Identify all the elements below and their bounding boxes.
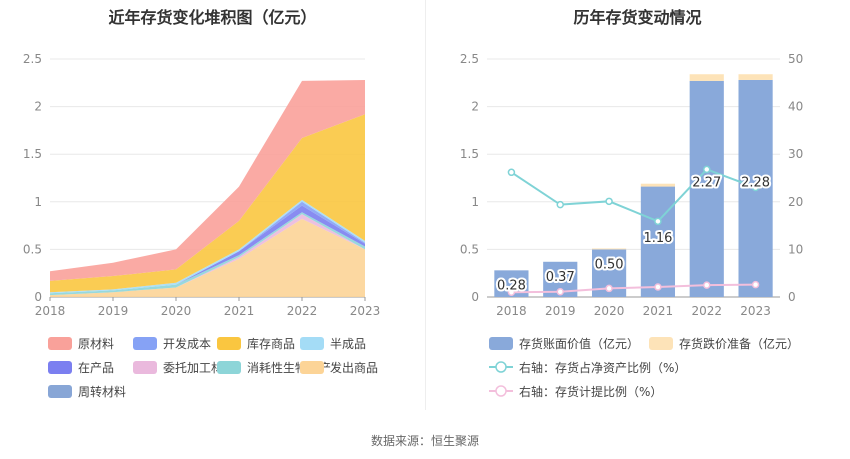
left-legend-swatch-委托加工材料[interactable] — [133, 361, 157, 374]
left-legend-label[interactable]: 发出商品 — [330, 360, 378, 375]
left-y-tick-label: 1.5 — [23, 147, 42, 161]
inventory-to-net-assets-point — [556, 200, 564, 209]
impairment-ratio-point — [507, 288, 516, 296]
right-chart-title: 历年存货变动情况 — [573, 8, 702, 27]
right-y-tick-label: 2.5 — [460, 52, 479, 66]
left-legend-swatch-原材料[interactable] — [48, 337, 72, 350]
left-legend-label[interactable]: 库存商品 — [247, 336, 295, 351]
right-x-tick-label: 2018 — [496, 304, 527, 318]
right-y-tick-label: 1.5 — [460, 147, 479, 161]
right-legend-label[interactable]: 存货账面价值（亿元） — [519, 336, 639, 351]
bar-label-halo: 0.37 — [546, 270, 575, 285]
right-legend-marker-impair[interactable] — [495, 385, 507, 397]
bar-impairment-reserve — [738, 74, 773, 80]
data-source-note: 数据来源：恒生聚源 — [370, 434, 479, 448]
left-legend-swatch-开发成本[interactable] — [133, 337, 157, 350]
left-y-tick-label: 0 — [34, 290, 42, 304]
bar-label-halo: 1.16 — [643, 231, 672, 246]
right-x-tick-label: 2023 — [740, 304, 771, 318]
impairment-ratio-point — [556, 288, 564, 296]
right-y2-tick-label: 0 — [788, 290, 796, 304]
left-x-tick-label: 2021 — [224, 304, 255, 318]
right-y-tick-label: 0 — [471, 290, 479, 304]
impairment-ratio-line — [511, 283, 756, 294]
bar-impairment-reserve — [640, 183, 676, 187]
left-legend-label[interactable]: 原材料 — [78, 337, 114, 351]
area-series-发出商品 — [50, 218, 365, 297]
left-x-tick-label: 2023 — [350, 304, 381, 318]
right-y2-tick-label: 40 — [788, 100, 803, 114]
left-y-tick-label: 2 — [34, 100, 42, 114]
bar-label-halo: 2.27 — [692, 176, 721, 191]
left-y-tick-label: 0.5 — [23, 242, 42, 256]
right-y2-tick-label: 50 — [788, 52, 803, 66]
bar-data-label: 0.37 — [546, 270, 575, 285]
right-x-tick-label: 2020 — [594, 304, 625, 318]
bar-impairment-reserve — [689, 74, 724, 81]
right-x-tick-label: 2019 — [545, 304, 576, 318]
left-legend-label[interactable]: 周转材料 — [78, 384, 126, 399]
right-y-tick-label: 1 — [471, 195, 479, 209]
right-legend-label[interactable]: 右轴：存货计提比例（%） — [519, 384, 662, 399]
left-x-tick-label: 2018 — [35, 304, 66, 318]
left-legend-swatch-库存商品[interactable] — [217, 337, 241, 350]
right-x-tick-label: 2022 — [691, 304, 722, 318]
bar-inventory-value — [640, 186, 676, 297]
left-legend-swatch-消耗性生物资产[interactable] — [217, 361, 241, 374]
bar-label-halo: 0.28 — [497, 278, 526, 293]
left-x-tick-label: 2022 — [287, 304, 318, 318]
inventory-to-net-assets-point — [703, 165, 711, 174]
inventory-to-net-assets-point — [605, 197, 613, 206]
bar-label-halo: 0.50 — [595, 257, 624, 272]
left-legend-swatch-在产品[interactable] — [48, 361, 72, 374]
bar-data-label: 2.27 — [692, 176, 721, 191]
left-y-tick-label: 1 — [34, 195, 42, 209]
panel-divider — [425, 0, 426, 410]
right-y2-tick-label: 20 — [788, 195, 803, 209]
inventory-to-net-assets-line — [510, 168, 756, 223]
area-series-库存商品 — [50, 114, 365, 293]
right-legend-marker-ratio[interactable] — [495, 361, 507, 373]
left-legend-label[interactable]: 开发成本 — [163, 336, 211, 351]
bar-data-label: 1.16 — [643, 231, 672, 246]
left-x-tick-label: 2019 — [98, 304, 129, 318]
impairment-ratio-point — [703, 281, 711, 289]
right-y2-tick-label: 30 — [788, 147, 803, 161]
inventory-to-net-assets-point — [507, 168, 516, 177]
right-legend-label[interactable]: 右轴：存货占净资产比例（%） — [519, 360, 686, 375]
right-y2-tick-label: 10 — [788, 242, 803, 256]
bar-data-label: 0.50 — [595, 257, 624, 272]
right-y-tick-label: 0.5 — [460, 242, 479, 256]
bar-data-label: 0.28 — [497, 278, 526, 293]
right-legend-swatch-value[interactable] — [489, 337, 513, 350]
bar-inventory-value — [689, 80, 724, 298]
left-legend-swatch-半成品[interactable] — [300, 337, 324, 350]
impairment-ratio-point — [605, 284, 613, 293]
impairment-ratio-point — [751, 280, 760, 289]
left-y-tick-label: 2.5 — [23, 52, 42, 66]
left-chart-title: 近年存货变化堆积图（亿元） — [108, 8, 317, 27]
area-series-原材料 — [50, 79, 365, 281]
bar-label-halo: 2.28 — [741, 176, 770, 191]
inventory-to-net-assets-point — [751, 183, 760, 192]
left-legend-swatch-发出商品[interactable] — [300, 361, 324, 374]
bar-impairment-reserve — [591, 248, 627, 250]
left-legend-label[interactable]: 半成品 — [330, 337, 366, 351]
right-x-tick-label: 2021 — [643, 304, 674, 318]
left-legend-label[interactable]: 在产品 — [78, 361, 114, 375]
inventory-to-net-assets-point — [654, 217, 662, 226]
left-legend-swatch-周转材料[interactable] — [48, 385, 72, 398]
impairment-ratio-point — [654, 283, 662, 291]
left-x-tick-label: 2020 — [161, 304, 192, 318]
right-y-tick-label: 2 — [471, 100, 479, 114]
bar-data-label: 2.28 — [741, 176, 770, 191]
right-legend-label[interactable]: 存货跌价准备（亿元） — [679, 336, 799, 351]
right-legend-swatch-reserve[interactable] — [649, 337, 673, 350]
